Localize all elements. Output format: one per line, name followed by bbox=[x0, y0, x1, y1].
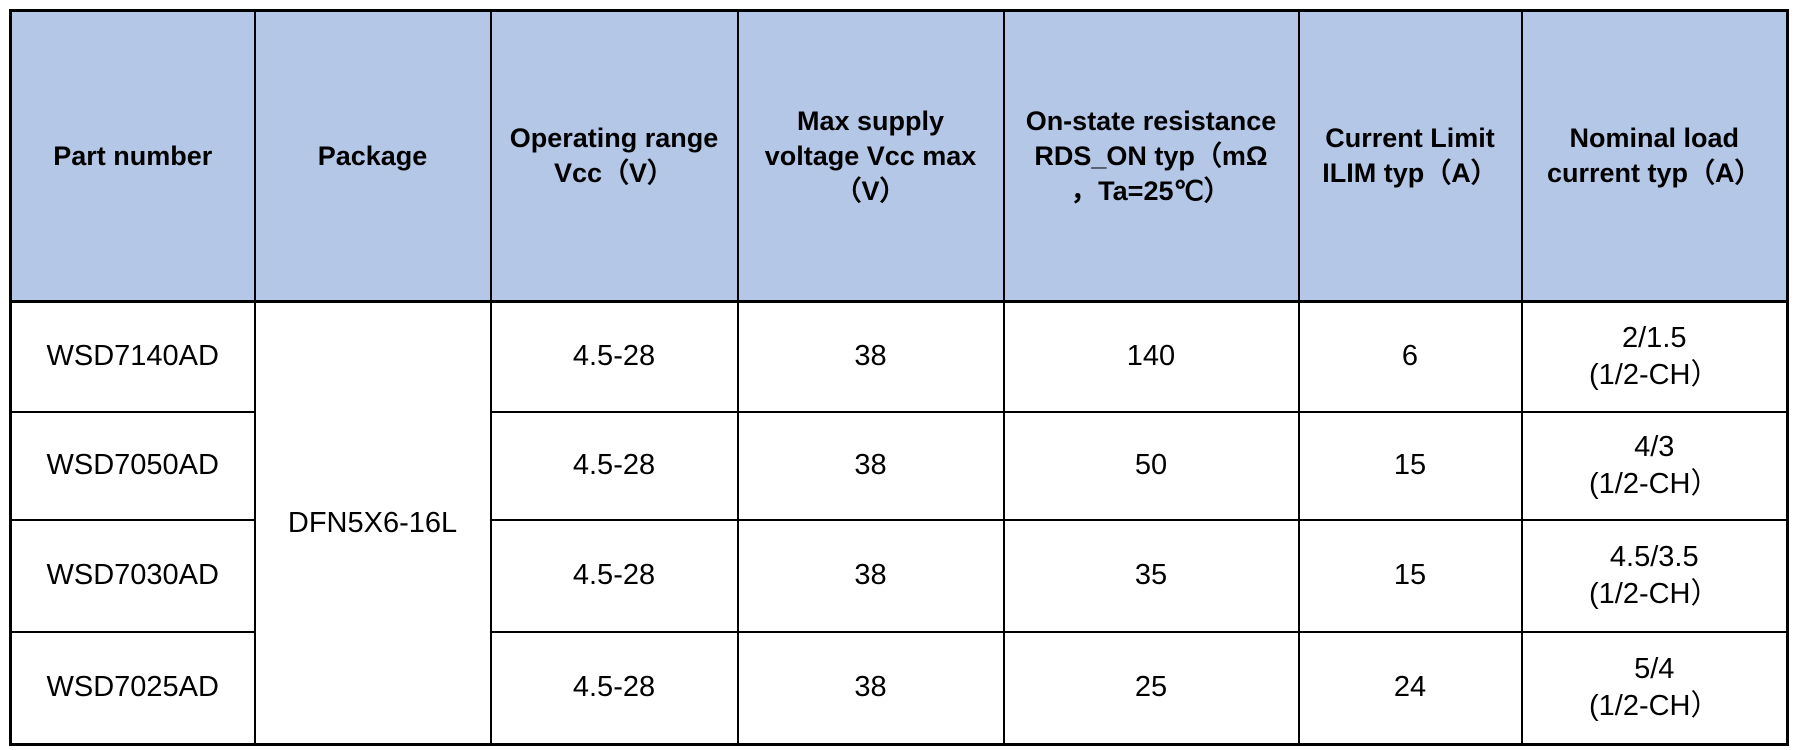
table-header-row: Part number Package Operating range Vcc（… bbox=[9, 9, 1789, 303]
column-header-on-state-resistance: On-state resistance RDS_ON typ（mΩ ，Ta=25… bbox=[1002, 9, 1300, 303]
rds-on-cell: 25 bbox=[1002, 630, 1300, 746]
column-header-package: Package bbox=[253, 9, 492, 303]
ilim-cell: 15 bbox=[1297, 410, 1523, 521]
nominal-load-cell: 4/3 (1/2-CH） bbox=[1520, 410, 1789, 521]
part-number-cell: WSD7140AD bbox=[9, 300, 256, 413]
vcc-range-cell: 4.5-28 bbox=[489, 410, 739, 521]
rds-on-cell: 50 bbox=[1002, 410, 1300, 521]
column-header-operating-range: Operating range Vcc（V） bbox=[489, 9, 739, 303]
vcc-range-cell: 4.5-28 bbox=[489, 300, 739, 413]
column-header-max-supply-voltage: Max supply voltage Vcc max （V） bbox=[736, 9, 1005, 303]
part-number-cell: WSD7025AD bbox=[9, 630, 256, 746]
column-header-nominal-load-current: Nominal load current typ（A） bbox=[1520, 9, 1789, 303]
rds-on-cell: 140 bbox=[1002, 300, 1300, 413]
table-row: WSD7050AD 4.5-28 38 50 15 4/3 (1/2-CH） bbox=[9, 410, 1789, 521]
ilim-cell: 24 bbox=[1297, 630, 1523, 746]
vcc-max-cell: 38 bbox=[736, 518, 1005, 633]
table-row: WSD7025AD 4.5-28 38 25 24 5/4 (1/2-CH） bbox=[9, 630, 1789, 746]
product-spec-table: Part number Package Operating range Vcc（… bbox=[9, 9, 1789, 746]
vcc-max-cell: 38 bbox=[736, 630, 1005, 746]
part-number-cell: WSD7050AD bbox=[9, 410, 256, 521]
vcc-max-cell: 38 bbox=[736, 300, 1005, 413]
table-row: WSD7030AD 4.5-28 38 35 15 4.5/3.5 (1/2-C… bbox=[9, 518, 1789, 633]
nominal-load-cell: 4.5/3.5 (1/2-CH） bbox=[1520, 518, 1789, 633]
ilim-cell: 15 bbox=[1297, 518, 1523, 633]
part-number-cell: WSD7030AD bbox=[9, 518, 256, 633]
column-header-part-number: Part number bbox=[9, 9, 256, 303]
vcc-max-cell: 38 bbox=[736, 410, 1005, 521]
package-cell-merged: DFN5X6-16L bbox=[253, 300, 492, 746]
nominal-load-cell: 2/1.5 (1/2-CH） bbox=[1520, 300, 1789, 413]
vcc-range-cell: 4.5-28 bbox=[489, 630, 739, 746]
rds-on-cell: 35 bbox=[1002, 518, 1300, 633]
column-header-current-limit: Current Limit ILIM typ（A） bbox=[1297, 9, 1523, 303]
ilim-cell: 6 bbox=[1297, 300, 1523, 413]
table-row: WSD7140AD DFN5X6-16L 4.5-28 38 140 6 2/1… bbox=[9, 300, 1789, 746]
vcc-range-cell: 4.5-28 bbox=[489, 518, 739, 633]
nominal-load-cell: 5/4 (1/2-CH） bbox=[1520, 630, 1789, 746]
